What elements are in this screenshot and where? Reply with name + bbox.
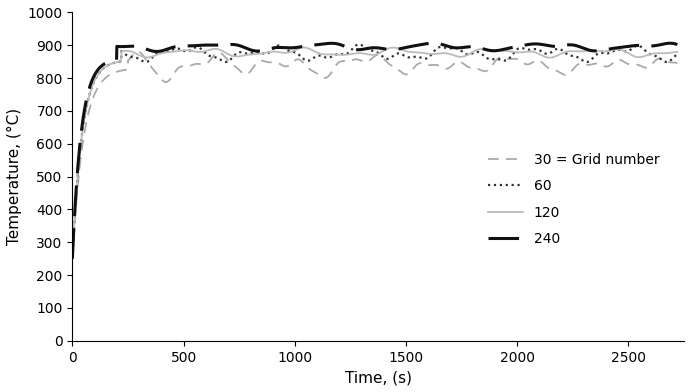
Line: 60: 60: [73, 44, 677, 259]
120: [545, 55, 553, 60]
30 = Grid number: [656, 56, 664, 61]
120: [656, 51, 664, 56]
60: [545, 51, 553, 56]
240: [673, 42, 681, 47]
240: [362, 46, 370, 51]
240: [429, 41, 437, 45]
240: [68, 256, 77, 261]
30 = Grid number: [133, 49, 142, 54]
30 = Grid number: [347, 58, 355, 63]
120: [68, 256, 77, 261]
240: [656, 42, 664, 47]
60: [99, 66, 107, 71]
Y-axis label: Temperature, (°C): Temperature, (°C): [7, 108, 22, 245]
240: [99, 62, 107, 67]
240: [346, 46, 354, 51]
240: [545, 44, 553, 48]
120: [300, 45, 308, 50]
30 = Grid number: [656, 56, 664, 61]
Line: 30 = Grid number: 30 = Grid number: [73, 51, 677, 259]
120: [99, 66, 107, 71]
60: [355, 42, 363, 47]
120: [363, 52, 371, 56]
30 = Grid number: [673, 61, 681, 65]
60: [656, 56, 664, 61]
30 = Grid number: [363, 60, 371, 64]
30 = Grid number: [68, 256, 77, 261]
60: [673, 52, 681, 56]
60: [68, 256, 77, 261]
X-axis label: Time, (s): Time, (s): [345, 370, 412, 385]
60: [363, 46, 371, 51]
30 = Grid number: [545, 66, 553, 71]
Line: 120: 120: [73, 47, 677, 259]
120: [673, 49, 681, 54]
60: [656, 56, 664, 61]
120: [347, 52, 355, 56]
60: [346, 49, 354, 53]
Line: 240: 240: [73, 43, 677, 259]
120: [656, 51, 664, 56]
240: [656, 42, 664, 47]
Legend: 30 = Grid number, 60, 120, 240: 30 = Grid number, 60, 120, 240: [482, 147, 665, 252]
30 = Grid number: [99, 78, 107, 82]
